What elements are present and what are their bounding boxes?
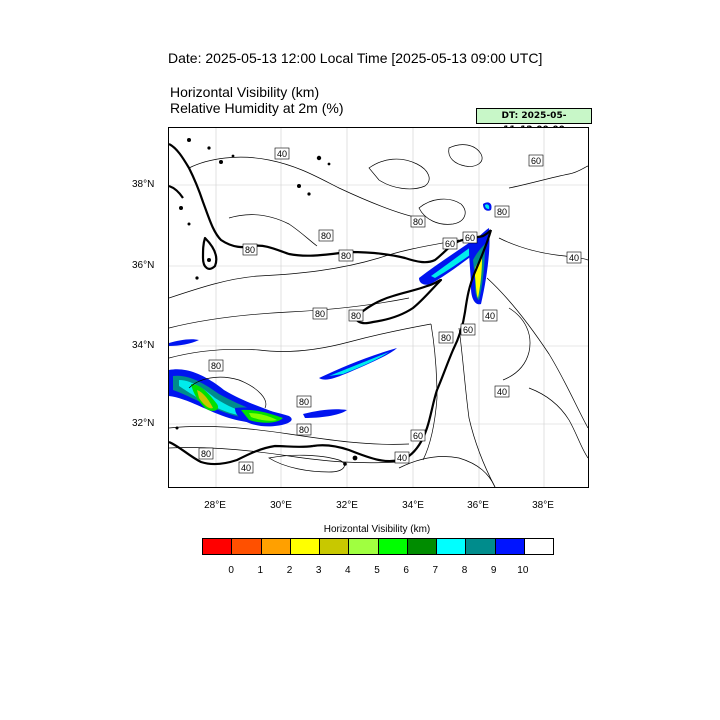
colorbar-label: 6	[403, 565, 409, 576]
contour-label: 80	[438, 331, 454, 344]
colorbar-swatch	[466, 539, 496, 554]
svg-text:60: 60	[413, 431, 423, 441]
colorbar-label: 0	[228, 565, 234, 576]
svg-text:80: 80	[299, 397, 309, 407]
svg-text:80: 80	[245, 245, 255, 255]
colorbar-label: 7	[432, 565, 439, 576]
svg-text:40: 40	[569, 253, 579, 263]
svg-text:80: 80	[211, 361, 221, 371]
colorbar-label: 5	[374, 565, 380, 576]
svg-text:40: 40	[277, 149, 287, 159]
contour-label: 80	[198, 447, 214, 460]
map-panel[interactable]: 40 60 80 80 80 60 80 80 60 40 40 80 80 6…	[168, 127, 589, 488]
colorbar-swatch	[290, 539, 320, 554]
colorbar-swatch	[320, 539, 350, 554]
field-title-visibility: Horizontal Visibility (km)	[170, 84, 320, 100]
contour-label: 80	[338, 249, 354, 262]
colorbar-label: 9	[490, 565, 497, 576]
contour-label: 80	[494, 205, 510, 218]
contour-label: 80	[242, 243, 258, 256]
contour-label: 40	[566, 251, 582, 264]
contour-label: 80	[348, 309, 364, 322]
lat-label: 36°N	[132, 260, 155, 271]
svg-text:60: 60	[465, 233, 475, 243]
svg-text:60: 60	[445, 239, 455, 249]
contour-label: 80	[318, 229, 334, 242]
colorbar-label: 3	[315, 565, 322, 576]
colorbar-swatch	[407, 539, 437, 554]
colorbar-swatch	[495, 539, 525, 554]
colorbar-swatch	[378, 539, 408, 554]
colorbar-title: Horizontal Visibility (km)	[323, 524, 431, 535]
colorbar-swatch	[524, 539, 553, 554]
contour-label-group: 40 60 80 80 80 60 80 80 60 40 40 80 80 6…	[198, 147, 582, 474]
svg-text:40: 40	[497, 387, 507, 397]
contour-label: 60	[528, 154, 544, 167]
contour-label: 40	[274, 147, 290, 160]
colorbar-label: 4	[345, 565, 351, 576]
svg-text:40: 40	[241, 463, 251, 473]
colorbar-swatch	[203, 539, 233, 554]
svg-text:40: 40	[397, 453, 407, 463]
contour-label: 60	[410, 429, 426, 442]
contour-label: 80	[410, 215, 426, 228]
colorbar-label: 10	[517, 565, 529, 576]
islands	[175, 138, 358, 466]
svg-text:80: 80	[413, 217, 423, 227]
date-title: Date: 2025-05-13 12:00 Local Time [2025-…	[168, 50, 543, 66]
map-svg: 40 60 80 80 80 60 80 80 60 40 40 80 80 6…	[169, 128, 588, 487]
contour-label: 40	[482, 309, 498, 322]
colorbar-swatch	[349, 539, 379, 554]
svg-text:80: 80	[351, 311, 361, 321]
graticule	[169, 128, 588, 487]
colorbar	[202, 538, 554, 555]
svg-text:80: 80	[201, 449, 211, 459]
colorbar-swatch	[261, 539, 291, 554]
contour-label: 60	[460, 323, 476, 336]
contour-label: 80	[296, 395, 312, 408]
lon-label: 36°E	[467, 500, 489, 511]
colorbar-label: 8	[461, 565, 468, 576]
colorbar-swatch	[437, 539, 467, 554]
svg-text:80: 80	[321, 231, 331, 241]
svg-text:80: 80	[441, 333, 451, 343]
contour-label: 60	[442, 237, 458, 250]
svg-text:80: 80	[315, 309, 325, 319]
colorbar-swatch	[232, 539, 262, 554]
field-title-humidity: Relative Humidity at 2m (%)	[170, 100, 344, 116]
contour-label: 40	[238, 461, 254, 474]
contour-label: 80	[208, 359, 224, 372]
svg-text:80: 80	[341, 251, 351, 261]
svg-text:40: 40	[485, 311, 495, 321]
svg-text:80: 80	[299, 425, 309, 435]
svg-text:60: 60	[463, 325, 473, 335]
lon-label: 34°E	[402, 500, 424, 511]
contour-label: 40	[394, 451, 410, 464]
svg-text:60: 60	[531, 156, 541, 166]
lon-label: 28°E	[204, 500, 226, 511]
lat-label: 34°N	[132, 340, 155, 351]
contour-label: 80	[312, 307, 328, 320]
lon-label: 38°E	[532, 500, 554, 511]
lon-label: 32°E	[336, 500, 358, 511]
contour-label: 40	[494, 385, 510, 398]
dt-badge: DT: 2025-05-11_12:00:00	[476, 108, 592, 135]
visibility-shading	[169, 202, 492, 427]
colorbar-label: 2	[286, 565, 293, 576]
lat-label: 38°N	[132, 179, 155, 190]
lat-label: 32°N	[132, 418, 155, 429]
contour-label: 60	[462, 231, 478, 244]
humidity-contours	[169, 144, 588, 487]
contour-label: 80	[296, 423, 312, 436]
svg-text:80: 80	[497, 207, 507, 217]
lon-label: 30°E	[270, 500, 292, 511]
colorbar-label: 1	[257, 565, 264, 576]
coastlines	[169, 143, 493, 466]
